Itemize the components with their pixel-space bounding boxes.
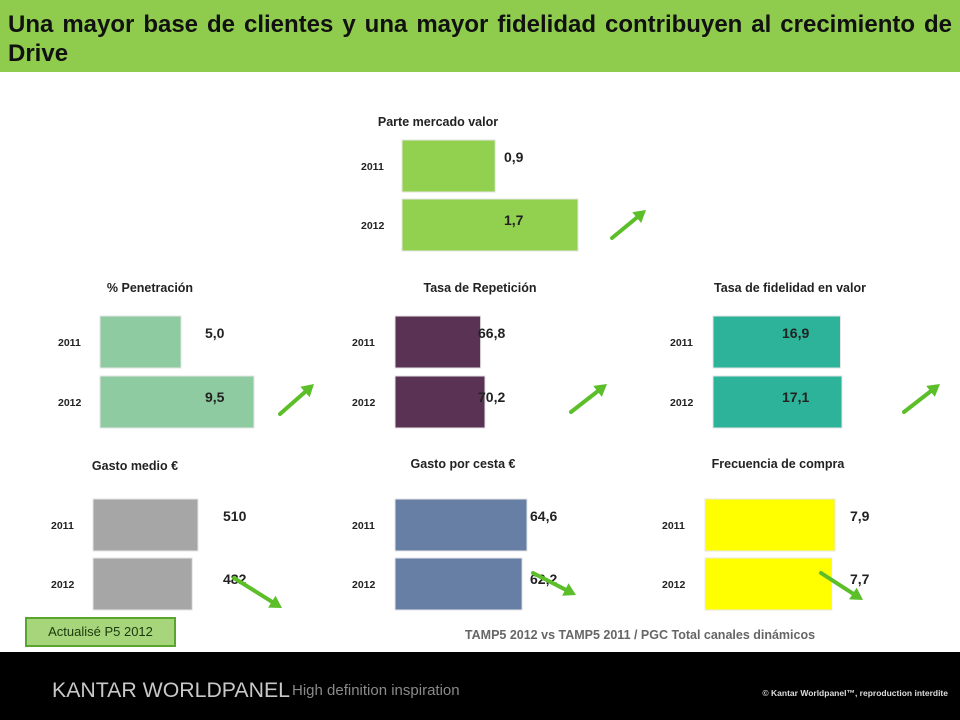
tasa-fidelidad-category-label: 2011	[670, 337, 693, 349]
tasa-fidelidad-category-label: 2012	[670, 397, 694, 409]
tasa-repeticion-category-label: 2011	[352, 337, 375, 349]
trend-up-arrow-icon	[902, 389, 933, 414]
gasto-medio-bar-2012	[92, 557, 193, 611]
penetracion-title: % Penetración	[107, 281, 193, 295]
penetracion-bar-2011	[99, 315, 182, 369]
gasto-cesta-bar-2012	[394, 557, 523, 611]
parte-mercado-bar-2011	[401, 139, 496, 193]
tasa-repeticion-value-label: 66,8	[478, 325, 505, 341]
trend-down-arrow-icon	[819, 571, 855, 596]
kantar-logo-text: KANTAR WORLDPANEL	[52, 679, 290, 702]
tasa-fidelidad-bar-2012	[712, 375, 843, 429]
gasto-cesta-title: Gasto por cesta €	[411, 457, 516, 471]
frecuencia-compra-title: Frecuencia de compra	[712, 457, 846, 471]
parte-mercado-category-label: 2011	[361, 161, 384, 173]
parte-mercado-title: Parte mercado valor	[378, 115, 498, 129]
frecuencia-compra-bar-2012	[704, 557, 833, 611]
footer-bar	[0, 652, 960, 720]
gasto-medio-value-label: 510	[223, 508, 247, 524]
penetracion-value-label: 9,5	[205, 389, 225, 405]
trend-down-arrowhead-icon	[562, 583, 576, 596]
tasa-repeticion-bar-2012	[394, 375, 486, 429]
page-title: Una mayor base de clientes y una mayor f…	[8, 11, 952, 67]
trend-up-arrowhead-icon	[632, 210, 646, 224]
header-banner: Una mayor base de clientes y una mayor f…	[0, 0, 960, 72]
tasa-fidelidad-value-label: 16,9	[782, 325, 809, 341]
gasto-medio-bar-2011	[92, 498, 199, 552]
gasto-cesta-category-label: 2012	[352, 579, 376, 591]
trend-up-arrow-icon	[569, 389, 600, 414]
tasa-fidelidad-value-label: 17,1	[782, 389, 809, 405]
copyright-notice: © Kantar Worldpanel™, reproduction inter…	[762, 688, 948, 698]
tasa-fidelidad-bar-2011	[712, 315, 841, 369]
gasto-cesta-category-label: 2011	[352, 520, 375, 532]
penetracion-category-label: 2012	[58, 397, 82, 409]
gasto-medio-category-label: 2012	[51, 579, 75, 591]
trend-down-arrow-icon	[232, 576, 274, 604]
tasa-fidelidad-title: Tasa de fidelidad en valor	[714, 281, 866, 295]
penetracion-bar-2012	[99, 375, 255, 429]
tasa-repeticion-value-label: 70,2	[478, 389, 505, 405]
tasa-repeticion-title: Tasa de Repetición	[424, 281, 537, 295]
gasto-medio-category-label: 2011	[51, 520, 74, 532]
trend-down-arrow-icon	[531, 571, 568, 592]
penetracion-value-label: 5,0	[205, 325, 225, 341]
footer-tagline: High definition inspiration	[292, 682, 460, 699]
trend-up-arrow-icon	[610, 215, 639, 240]
source-note: TAMP5 2012 vs TAMP5 2011 / PGC Total can…	[464, 628, 816, 642]
frecuencia-compra-value-label: 7,7	[850, 571, 870, 587]
kantar-logo: KANTAR WORLDPANEL	[52, 679, 290, 702]
gasto-cesta-bar-2011	[394, 498, 528, 552]
frecuencia-compra-value-label: 7,9	[850, 508, 870, 524]
frecuencia-compra-category-label: 2012	[662, 579, 686, 591]
frecuencia-compra-bar-2011	[704, 498, 836, 552]
frecuencia-compra-category-label: 2011	[662, 520, 685, 532]
parte-mercado-bar-2012	[401, 198, 579, 252]
trend-down-arrowhead-icon	[849, 587, 863, 600]
tasa-repeticion-bar-2011	[394, 315, 482, 369]
update-stamp: Actualisé P5 2012	[25, 617, 176, 647]
gasto-cesta-value-label: 64,6	[530, 508, 557, 524]
tasa-repeticion-category-label: 2012	[352, 397, 376, 409]
kpi-charts-panel: Parte mercado valor 2011 0,9 2012 1,7 % Penet…	[51, 115, 940, 611]
trend-down-arrowhead-icon	[268, 595, 282, 608]
parte-mercado-value-label: 1,7	[504, 212, 524, 228]
trend-up-arrow-icon	[278, 389, 308, 416]
parte-mercado-category-label: 2012	[361, 220, 385, 232]
gasto-medio-title: Gasto medio €	[92, 459, 178, 473]
trend-up-arrowhead-icon	[926, 384, 940, 397]
penetracion-category-label: 2011	[58, 337, 81, 349]
trend-up-arrowhead-icon	[300, 384, 314, 398]
parte-mercado-value-label: 0,9	[504, 149, 524, 165]
trend-up-arrowhead-icon	[593, 384, 607, 397]
